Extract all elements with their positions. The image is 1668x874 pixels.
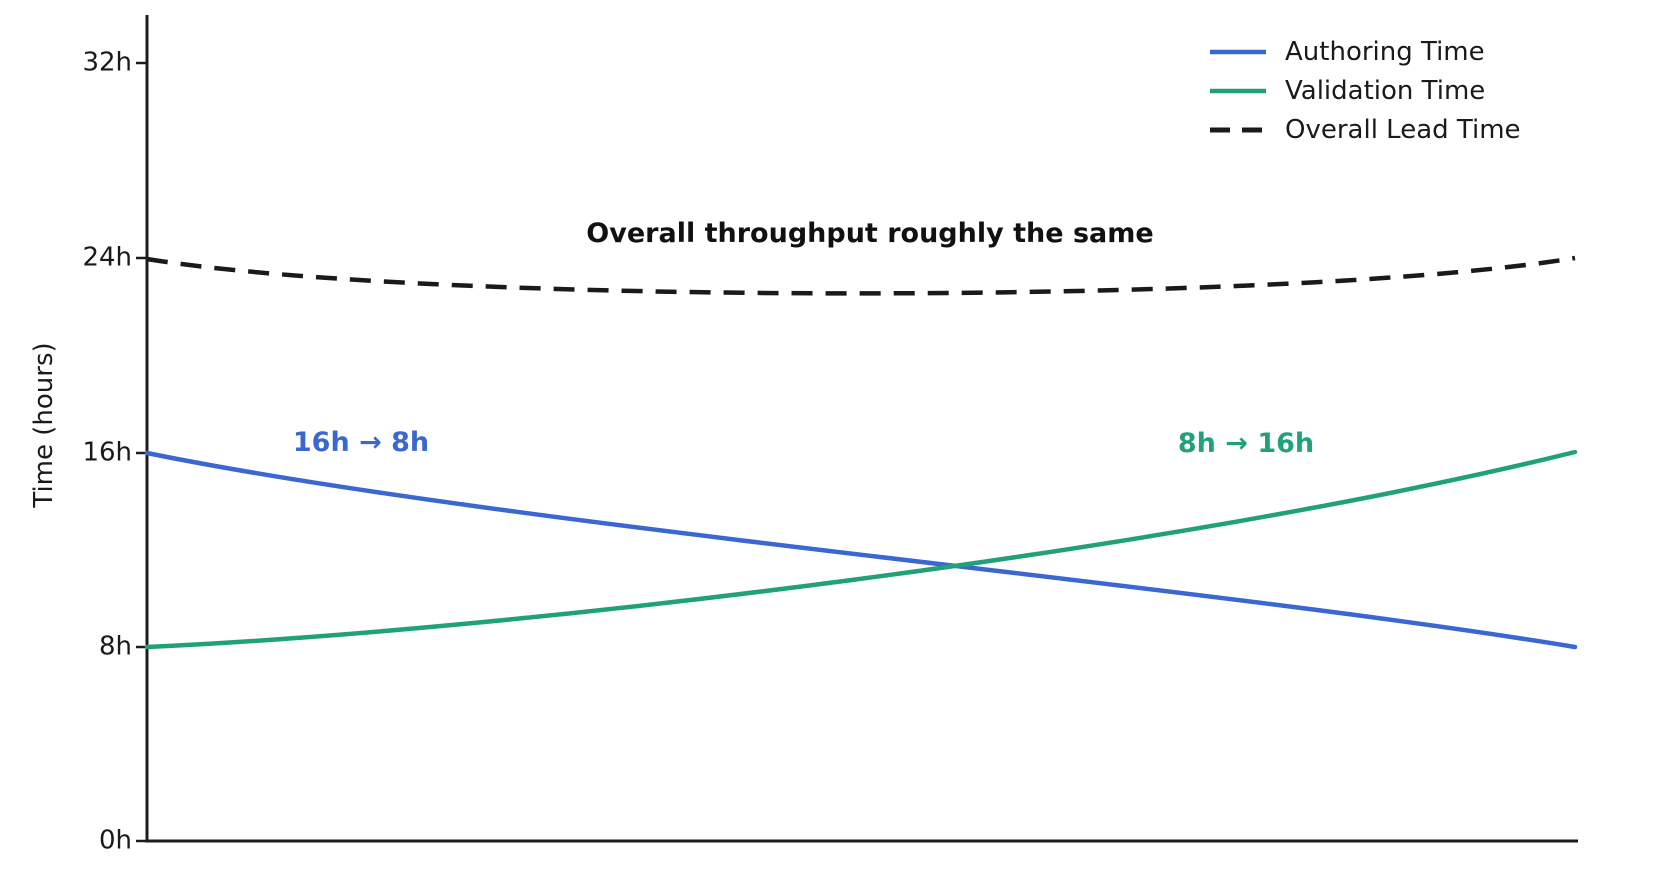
ytick-16h: 16h xyxy=(82,437,132,468)
legend-item-authoring: Authoring Time xyxy=(1208,32,1521,71)
legend-item-lead: Overall Lead Time xyxy=(1208,110,1521,149)
ytick-8h: 8h xyxy=(98,631,132,662)
ytick-24h: 24h xyxy=(82,242,132,273)
annotation-authoring-change: 16h → 8h xyxy=(292,427,430,458)
legend-line-validation-icon xyxy=(1210,88,1266,93)
annotation-throughput: Overall throughput roughly the same xyxy=(586,218,1154,249)
y-axis-label: Time (hours) xyxy=(29,342,59,508)
y-tick-marks xyxy=(136,61,148,843)
overall-lead-time-line xyxy=(146,255,1576,296)
legend-label-authoring: Authoring Time xyxy=(1285,36,1485,67)
ytick-0h: 0h xyxy=(98,825,132,856)
legend-label-lead: Overall Lead Time xyxy=(1285,114,1521,145)
annotation-validation-change: 8h → 16h xyxy=(1177,428,1315,459)
legend-item-validation: Validation Time xyxy=(1208,71,1521,110)
authoring-time-line xyxy=(144,450,1578,650)
ytick-32h: 32h xyxy=(82,47,132,78)
legend-line-lead-icon xyxy=(1210,127,1266,132)
legend: Authoring Time Validation Time Overall L… xyxy=(1208,32,1521,149)
validation-time-line xyxy=(144,449,1578,650)
legend-label-validation: Validation Time xyxy=(1285,75,1486,106)
legend-line-authoring-icon xyxy=(1210,49,1266,54)
